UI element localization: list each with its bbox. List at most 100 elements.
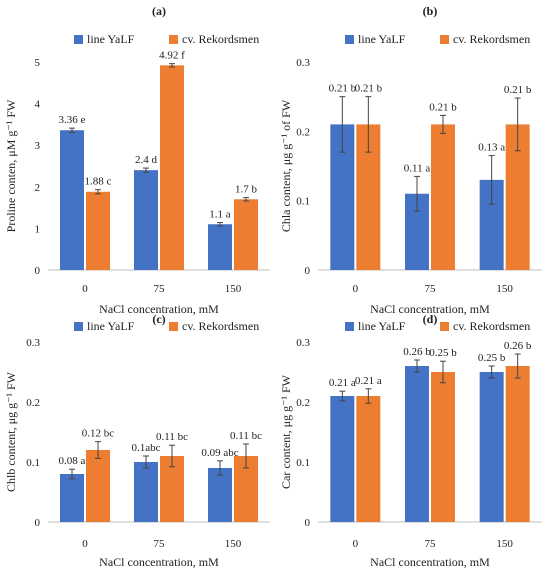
x-tick-label: 150 (496, 283, 513, 295)
bar-line-yalf-150 (479, 372, 504, 522)
bar-line-yalf-0 (60, 130, 84, 270)
x-tick-label: 150 (225, 538, 242, 550)
data-label: 0.11 bc (230, 430, 262, 442)
y-tick-label: 4 (35, 99, 41, 111)
y-tick-label: 0.3 (296, 57, 310, 69)
y-tick-label: 0.2 (296, 397, 310, 409)
x-tick-label: 75 (154, 538, 166, 550)
x-tick-label: 0 (353, 283, 359, 295)
data-label: 0.21 b (504, 84, 532, 96)
bar-cv-rekordsmen-0 (86, 450, 110, 522)
legend-swatch-0 (74, 322, 83, 331)
data-label: 0.26 b (504, 340, 532, 352)
chart-panel-a: (a) line YaLF cv. Rekordsmen 0 1 2 3 4 5 Proline … (4, 4, 270, 316)
data-label: 0.25 b (429, 347, 457, 359)
y-tick-label: 0.1 (296, 196, 310, 208)
legend-label-0: line YaLF (358, 32, 406, 46)
legend-swatch-0 (74, 35, 83, 44)
bar-line-yalf-0 (330, 396, 355, 522)
y-tick-label: 0.2 (26, 397, 40, 409)
data-label: 4.92 f (159, 50, 185, 62)
bar-cv-rekordsmen-150 (505, 124, 530, 271)
x-tick-label: 150 (225, 283, 242, 295)
legend-swatch-0 (345, 322, 354, 331)
bar-cv-rekordsmen-0 (86, 191, 110, 270)
bar-line-yalf-75 (134, 462, 158, 522)
bar-line-yalf-150 (208, 468, 232, 522)
y-tick-label: 5 (35, 57, 41, 69)
legend-label-1: cv. Rekordsmen (453, 32, 530, 46)
y-tick-label: 0 (35, 517, 41, 529)
data-label: 1.88 c (85, 176, 112, 188)
bar-cv-rekordsmen-150 (505, 366, 530, 522)
data-label: 0.11 bc (156, 431, 188, 443)
data-label: 0.11 a (404, 162, 431, 174)
x-tick-label: 0 (82, 283, 88, 295)
x-tick-label: 0 (82, 538, 88, 550)
chart-panel-d: (d) line YaLF cv. Rekordsmen 0 0.1 0.2 0.3 Car … (279, 312, 542, 569)
data-label: 0.21 b (429, 101, 457, 113)
data-label: 0.12 bc (82, 428, 115, 440)
bar-cv-rekordsmen-0 (356, 396, 381, 522)
y-axis-label: Chla content, μg g⁻¹ of FW (279, 99, 293, 232)
legend-label-0: line YaLF (87, 319, 135, 333)
y-tick-label: 0.2 (296, 126, 310, 138)
legend-swatch-0 (345, 35, 354, 44)
legend-label-1: cv. Rekordsmen (453, 319, 530, 333)
x-axis-label: NaCl concentration, mM (370, 555, 490, 569)
data-label: 0.08 a (59, 455, 86, 467)
x-tick-label: 75 (425, 283, 437, 295)
legend-label-0: line YaLF (358, 319, 406, 333)
x-tick-label: 0 (353, 538, 359, 550)
legend-label-0: line YaLF (87, 32, 135, 46)
y-tick-label: 0.1 (296, 457, 310, 469)
data-label: 2.4 d (135, 154, 158, 166)
legend-swatch-1 (440, 322, 449, 331)
bar-cv-rekordsmen-75 (431, 124, 455, 271)
data-label: 0.21 b (355, 83, 383, 95)
legend-swatch-1 (169, 322, 178, 331)
bar-line-yalf-75 (134, 170, 158, 270)
y-tick-label: 0.3 (26, 337, 40, 349)
data-label: 0.21 a (355, 375, 382, 387)
bar-cv-rekordsmen-150 (234, 199, 258, 270)
x-axis-label: NaCl concentration, mM (370, 302, 490, 316)
panel-label: (d) (423, 312, 438, 326)
data-label: 0.09 abc (201, 447, 238, 459)
legend-swatch-1 (440, 35, 449, 44)
chart-panel-c: (c) line YaLF cv. Rekordsmen 0 0.1 0.2 0.3 Chlb… (4, 312, 270, 569)
y-tick-label: 0.3 (296, 337, 310, 349)
data-label: 1.1 a (209, 209, 231, 221)
y-tick-label: 0 (305, 265, 311, 277)
bar-cv-rekordsmen-75 (431, 372, 455, 522)
y-axis-label: Chlb content, μg g⁻¹ FW (4, 371, 18, 492)
x-axis-label: NaCl concentration, mM (99, 302, 219, 316)
panel-label: (b) (423, 4, 438, 18)
data-label: 0.13 a (478, 142, 505, 154)
y-axis-label: Proline conten, μM g⁻¹ FW (4, 99, 18, 232)
x-axis-label: NaCl concentration, mM (99, 555, 219, 569)
data-label: 0.26 b (403, 346, 431, 358)
legend-swatch-1 (169, 35, 178, 44)
data-label: 0.25 b (478, 352, 506, 364)
data-label: 0.1abc (131, 442, 160, 454)
bar-line-yalf-75 (405, 366, 429, 522)
x-tick-label: 75 (154, 283, 166, 295)
panel-label: (a) (152, 4, 166, 18)
x-tick-label: 150 (496, 538, 513, 550)
y-tick-label: 1 (35, 223, 41, 235)
data-label: 1.7 b (235, 184, 258, 196)
y-tick-label: 0.1 (26, 457, 40, 469)
legend-label-1: cv. Rekordsmen (182, 319, 259, 333)
y-tick-label: 0 (305, 517, 311, 529)
chart-panel-b: (b) line YaLF cv. Rekordsmen 0 0.1 0.2 0.3 Chla… (279, 4, 542, 316)
x-tick-label: 75 (425, 538, 437, 550)
data-label: 3.36 e (59, 114, 86, 126)
y-tick-label: 2 (35, 182, 41, 194)
data-label: 0.21 b (329, 83, 357, 95)
y-tick-label: 0 (35, 265, 41, 277)
data-label: 0.21 a (329, 377, 356, 389)
legend-label-1: cv. Rekordsmen (182, 32, 259, 46)
y-tick-label: 3 (35, 140, 41, 152)
